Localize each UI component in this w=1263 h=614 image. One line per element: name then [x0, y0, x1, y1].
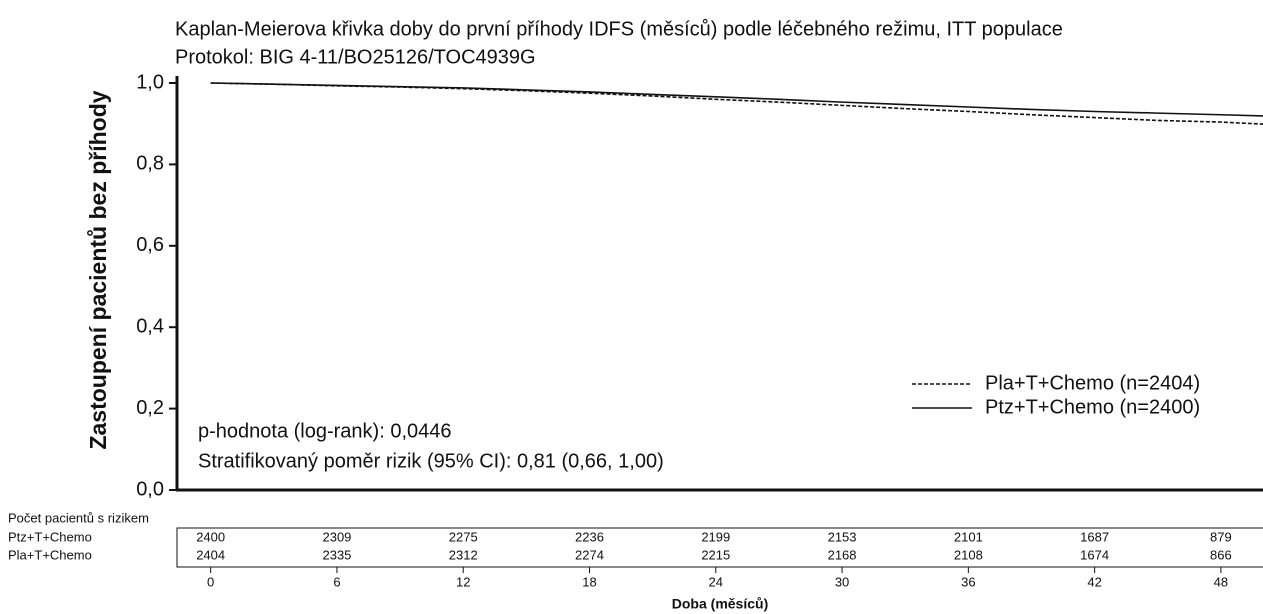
- y-tick-label: 0,2: [136, 397, 164, 419]
- risk-row-label: Pla+T+Chemo: [8, 547, 92, 562]
- risk-count: 2404: [196, 547, 225, 562]
- risk-count: 2168: [828, 547, 857, 562]
- risk-count: 2274: [575, 547, 604, 562]
- annotation: Stratifikovaný poměr rizik (95% CI): 0,8…: [198, 450, 664, 472]
- y-tick-label: 0,0: [136, 478, 164, 500]
- risk-count: 2236: [575, 529, 604, 544]
- x-tick-label: 6: [333, 574, 340, 589]
- y-axis-label: Zastoupení pacientů bez příhody: [85, 90, 111, 449]
- risk-count: 2101: [954, 529, 983, 544]
- risk-count: 1674: [1080, 547, 1109, 562]
- annotation: p-hodnota (log-rank): 0,0446: [198, 420, 452, 442]
- risk-count: 2312: [449, 547, 478, 562]
- risk-count: 2215: [701, 547, 730, 562]
- y-tick-label: 0,8: [136, 153, 164, 175]
- x-tick-label: 18: [582, 574, 596, 589]
- legend-label: Pla+T+Chemo (n=2404): [985, 372, 1200, 394]
- x-tick-label: 48: [1214, 574, 1228, 589]
- survival-curve: [210, 82, 1263, 117]
- risk-table-title: Počet pacientů s rizikem: [8, 510, 149, 525]
- y-tick-label: 0,4: [136, 315, 164, 337]
- x-tick-label: 30: [835, 574, 849, 589]
- x-tick-label: 42: [1087, 574, 1101, 589]
- risk-count: 2335: [322, 547, 351, 562]
- risk-count: 2199: [701, 529, 730, 544]
- risk-count: 879: [1210, 529, 1232, 544]
- y-tick-label: 0,6: [136, 234, 164, 256]
- x-axis-label: Doba (měsíců): [672, 596, 768, 612]
- risk-count: 2309: [322, 529, 351, 544]
- risk-row-label: Ptz+T+Chemo: [8, 529, 92, 544]
- risk-table-box: [176, 527, 1263, 568]
- chart-title: Kaplan-Meierova křivka doby do první pří…: [175, 18, 1063, 40]
- risk-count: 2400: [196, 529, 225, 544]
- risk-count: 2153: [828, 529, 857, 544]
- risk-count: 1687: [1080, 529, 1109, 544]
- risk-count: 866: [1210, 547, 1232, 562]
- y-tick-label: 1,0: [136, 71, 164, 93]
- legend-label: Ptz+T+Chemo (n=2400): [985, 396, 1200, 418]
- risk-count: 2108: [954, 547, 983, 562]
- x-tick-label: 0: [207, 574, 214, 589]
- x-tick-label: 12: [456, 574, 470, 589]
- survival-curve: [210, 82, 1263, 125]
- risk-count: 2275: [449, 529, 478, 544]
- x-tick-label: 24: [709, 574, 723, 589]
- chart-subtitle: Protokol: BIG 4-11/BO25126/TOC4939G: [175, 46, 536, 68]
- x-tick-label: 36: [961, 574, 975, 589]
